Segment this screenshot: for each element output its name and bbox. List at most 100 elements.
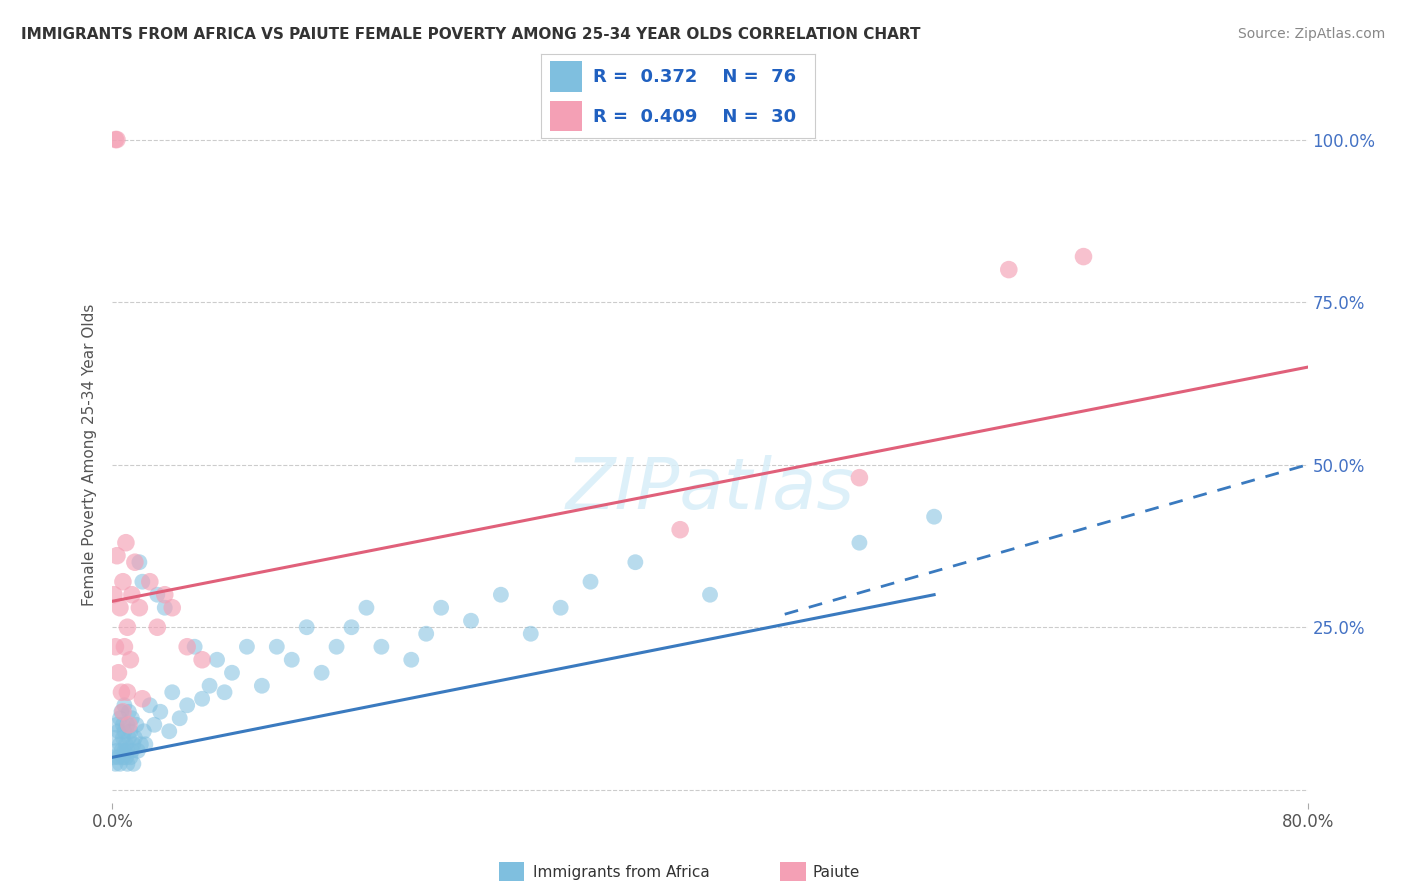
Point (281, 653, 304, 667)
Point (115, 750, 138, 764)
Point (162, 600, 183, 615)
Point (117, 744, 139, 758)
Point (107, 724, 129, 739)
Point (236, 640, 259, 654)
Point (105, 718, 128, 732)
Point (117, 620, 139, 634)
Point (114, 640, 135, 654)
Point (129, 737, 152, 751)
Point (460, 614, 482, 628)
Point (520, 626, 543, 640)
Point (114, 698, 135, 713)
Point (127, 744, 149, 758)
Point (221, 665, 243, 680)
Point (624, 555, 647, 569)
Point (848, 535, 870, 549)
Point (114, 744, 135, 758)
Point (153, 588, 176, 602)
Point (669, 523, 692, 537)
Point (105, 744, 128, 758)
Point (401, 653, 423, 667)
Point (250, 679, 273, 693)
Point (132, 724, 155, 739)
Point (111, 731, 134, 745)
Point (128, 555, 150, 569)
Point (104, 132, 127, 146)
Point (131, 691, 153, 706)
Point (134, 737, 156, 751)
Point (104, 640, 127, 654)
Text: ZIPatlas: ZIPatlas (565, 455, 855, 524)
Point (146, 620, 169, 634)
Point (104, 731, 127, 745)
Point (117, 685, 139, 699)
Text: Source: ZipAtlas.com: Source: ZipAtlas.com (1237, 27, 1385, 41)
Point (108, 737, 131, 751)
Point (311, 665, 333, 680)
Point (998, 262, 1021, 277)
Point (122, 737, 145, 751)
Point (214, 685, 236, 699)
Point (108, 600, 131, 615)
Point (115, 535, 138, 549)
Point (295, 620, 318, 634)
Y-axis label: Female Poverty Among 25-34 Year Olds: Female Poverty Among 25-34 Year Olds (82, 304, 97, 606)
Point (146, 588, 169, 602)
Point (169, 711, 191, 725)
Point (430, 600, 453, 615)
Point (115, 737, 138, 751)
Point (415, 626, 437, 640)
Point (120, 750, 142, 764)
Point (118, 731, 141, 745)
Point (111, 705, 134, 719)
Point (108, 711, 131, 725)
Bar (550, 62, 582, 92)
Point (111, 574, 134, 589)
Point (176, 698, 198, 713)
Text: IMMIGRANTS FROM AFRICA VS PAIUTE FEMALE POVERTY AMONG 25-34 YEAR OLDS CORRELATIO: IMMIGRANTS FROM AFRICA VS PAIUTE FEMALE … (21, 27, 921, 42)
Text: R =  0.372    N =  76: R = 0.372 N = 76 (593, 69, 797, 87)
Point (205, 653, 228, 667)
Point (176, 640, 198, 654)
Point (103, 750, 125, 764)
Point (149, 705, 172, 719)
Point (124, 731, 146, 745)
Point (122, 756, 145, 771)
Point (117, 718, 139, 732)
Point (117, 756, 139, 771)
Bar (550, 101, 582, 131)
Point (124, 555, 146, 569)
Point (103, 588, 125, 602)
Text: Immigrants from Africa: Immigrants from Africa (533, 865, 710, 880)
Point (848, 471, 870, 485)
Point (121, 711, 143, 725)
Point (128, 600, 150, 615)
Point (162, 685, 183, 699)
Point (120, 653, 142, 667)
Point (579, 574, 602, 589)
Point (191, 691, 214, 706)
Point (121, 588, 143, 602)
Point (157, 724, 180, 739)
Point (370, 640, 392, 654)
Point (139, 574, 162, 589)
Point (104, 756, 127, 771)
Point (191, 653, 214, 667)
Point (325, 640, 347, 654)
Point (107, 665, 129, 680)
Point (110, 744, 132, 758)
Point (125, 718, 148, 732)
Point (131, 574, 153, 589)
Point (266, 640, 288, 654)
Point (120, 724, 142, 739)
Point (107, 750, 129, 764)
Point (111, 718, 134, 732)
Point (114, 724, 135, 739)
Text: Paiute: Paiute (813, 865, 860, 880)
Point (356, 600, 378, 615)
Point (118, 718, 141, 732)
Point (118, 705, 141, 719)
Point (922, 509, 945, 524)
Point (1073, 250, 1095, 264)
Point (143, 718, 166, 732)
